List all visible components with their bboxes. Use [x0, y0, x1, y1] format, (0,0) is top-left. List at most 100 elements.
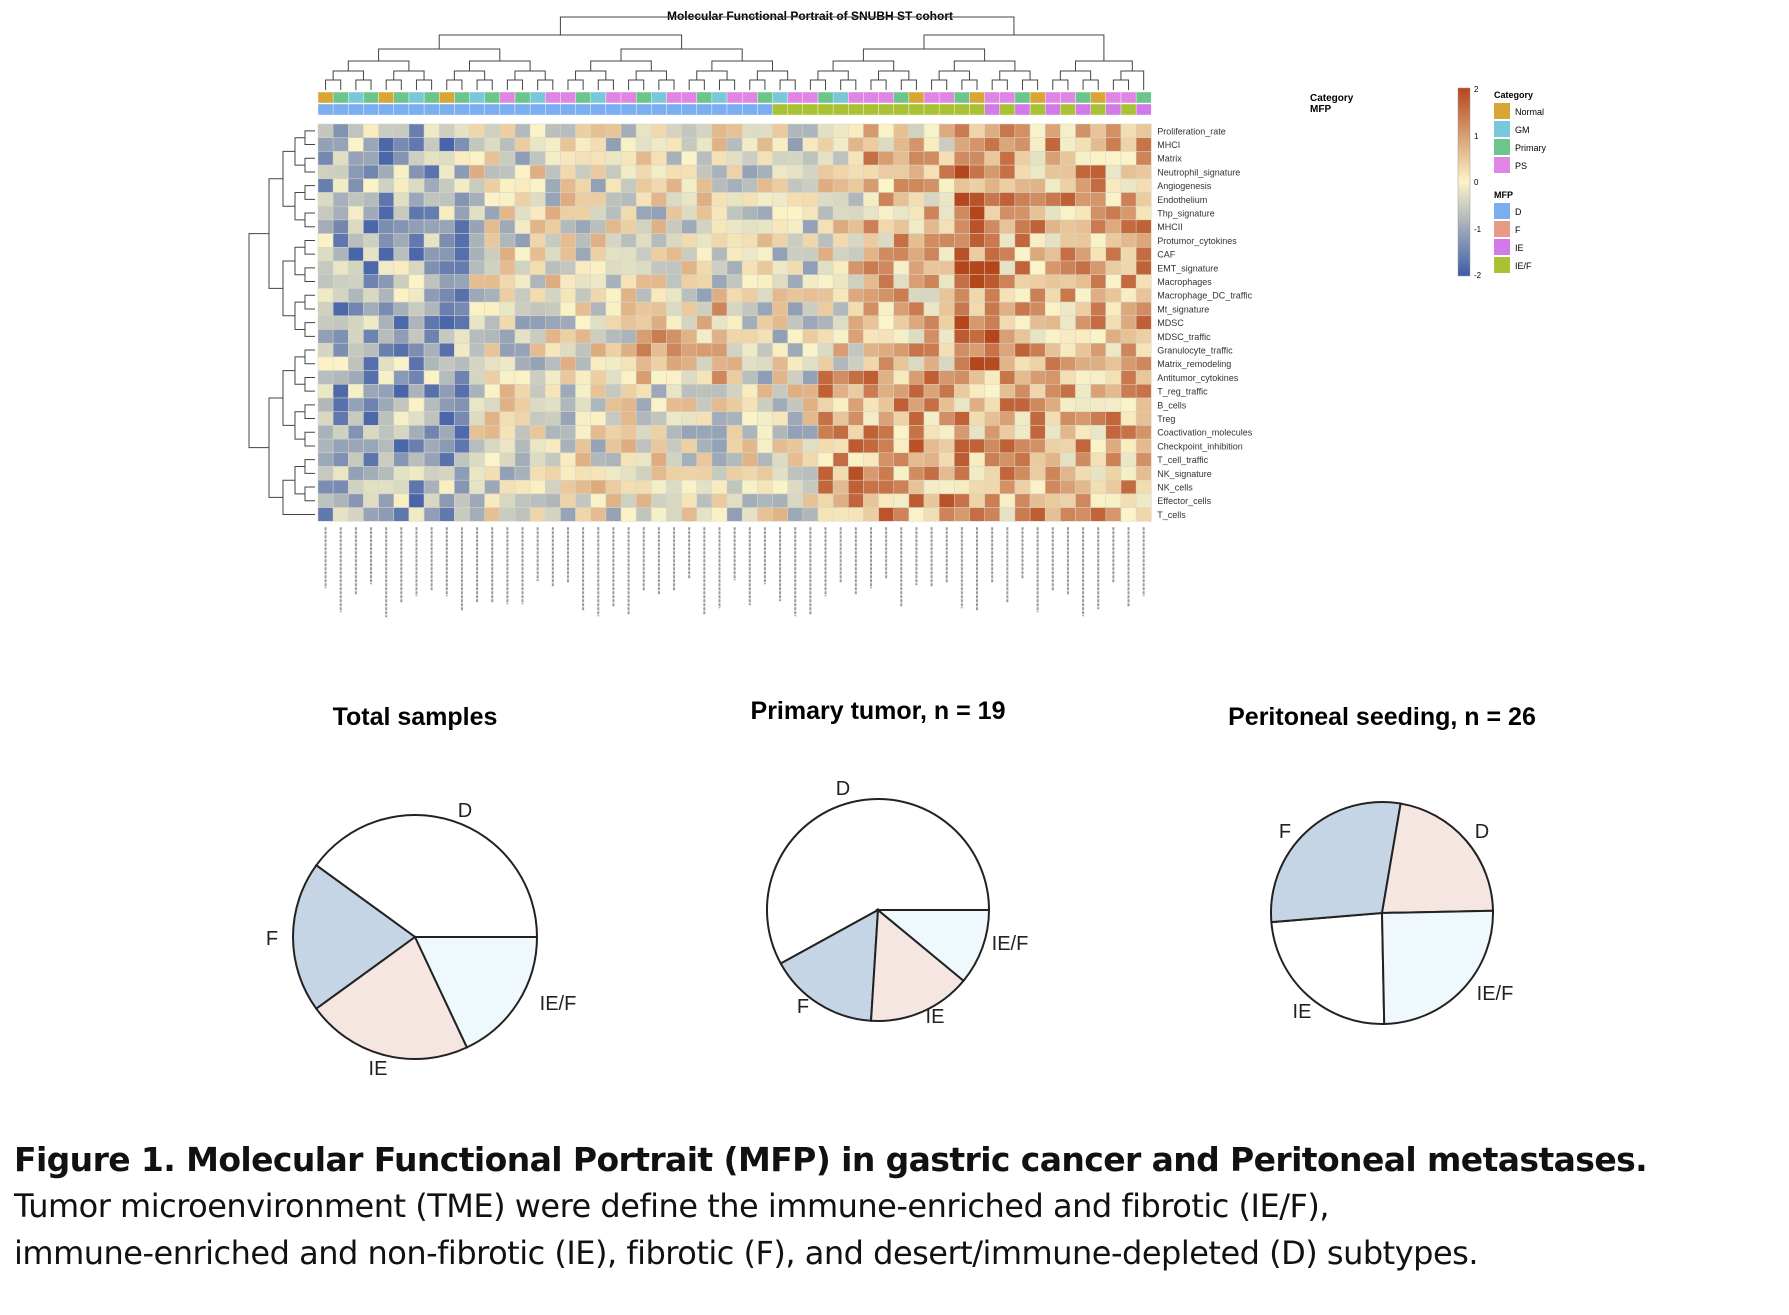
heatmap-cell — [787, 356, 804, 371]
heatmap-cell — [651, 219, 667, 234]
category-annotation-cell — [711, 91, 728, 104]
heatmap-cell — [560, 164, 576, 180]
heatmap-cell — [923, 342, 940, 358]
heatmap-cell — [620, 205, 637, 221]
heatmap-cell — [1105, 178, 1122, 193]
pie-slice-f — [292, 863, 417, 1011]
category-annotation-cell — [408, 91, 425, 104]
heatmap-cell — [560, 205, 576, 221]
category-annotation-cell — [984, 91, 1000, 104]
dendrogram-branch — [597, 79, 614, 90]
heatmap-cell — [378, 205, 395, 221]
heatmap-cell — [408, 301, 425, 317]
caption-body: Tumor microenvironment (TME) were define… — [14, 1183, 1784, 1277]
heatmap-title: Molecular Functional Portrait of SNUBH S… — [667, 9, 953, 23]
heatmap-cell — [378, 288, 395, 303]
heatmap-cell — [923, 178, 940, 193]
heatmap-cell — [317, 466, 334, 481]
heatmap-cell — [317, 137, 334, 152]
feature-label: T_cells — [1157, 510, 1186, 520]
heatmap-cell — [757, 260, 773, 275]
heatmap-cell — [863, 493, 879, 508]
heatmap-cell — [984, 164, 1001, 180]
dendrogram-branch — [304, 130, 315, 146]
heatmap-cell — [1044, 466, 1061, 481]
mfp-annotation-cell — [1120, 103, 1137, 116]
heatmap-cell — [1044, 247, 1061, 262]
heatmap-cell — [1075, 151, 1091, 166]
heatmap-cell — [817, 479, 834, 495]
mfp-annotation-cell — [878, 103, 894, 116]
mfp-annotation-cell — [938, 103, 955, 116]
heatmap-cell — [635, 178, 652, 193]
heatmap-cell — [908, 178, 925, 193]
heatmap-cell — [969, 425, 985, 440]
caption-line-1: Tumor microenvironment (TME) were define… — [14, 1187, 1330, 1225]
heatmap-cell — [635, 438, 652, 454]
heatmap-cell — [969, 356, 985, 371]
heatmap-cell — [393, 370, 410, 385]
heatmap-cell — [1090, 425, 1107, 440]
heatmap-cell — [1014, 411, 1031, 426]
heatmap-cell — [1120, 247, 1137, 262]
heatmap-cell — [893, 356, 910, 371]
heatmap-cell — [741, 260, 758, 275]
heatmap-cell — [954, 205, 970, 221]
heatmap-cell — [332, 205, 349, 221]
heatmap-cell — [938, 301, 955, 317]
heatmap-cell — [1135, 123, 1152, 138]
heatmap-cell — [1029, 247, 1046, 262]
heatmap-cell — [469, 260, 485, 275]
heatmap-cell — [1044, 411, 1061, 426]
heatmap-cell — [1044, 479, 1061, 495]
heatmap-cell — [378, 397, 395, 412]
heatmap-cell — [575, 507, 591, 522]
heatmap-cell — [954, 247, 970, 262]
mfp-annotation-cell — [454, 103, 470, 116]
heatmap-cell — [757, 205, 773, 221]
heatmap-cell — [590, 329, 607, 344]
heatmap-cell — [681, 260, 698, 275]
heatmap-cell — [332, 411, 349, 426]
heatmap-cell — [1044, 233, 1061, 248]
dendrogram-branch — [453, 70, 486, 80]
heatmap-cell — [575, 301, 591, 317]
heatmap-cell — [423, 151, 440, 166]
scale-tick-2: 2 — [1474, 85, 1479, 94]
category-annotation-cell — [757, 91, 773, 104]
heatmap-cell — [317, 438, 334, 454]
heatmap-cell — [605, 370, 622, 385]
heatmap-cell — [802, 123, 819, 138]
heatmap-cell — [590, 438, 607, 454]
heatmap-cell — [545, 370, 561, 385]
heatmap-cell — [514, 342, 531, 358]
heatmap-cell — [1105, 411, 1122, 426]
heatmap-cell — [620, 192, 637, 207]
heatmap-cell — [741, 329, 758, 344]
heatmap-cell — [438, 397, 455, 412]
heatmap-cell — [1105, 438, 1122, 454]
legend-label-ie: IE — [1515, 243, 1524, 253]
legend-swatch-f — [1494, 221, 1510, 237]
heatmap-cell — [363, 178, 379, 193]
heatmap-cell — [1105, 137, 1122, 152]
heatmap-cell — [1014, 247, 1031, 262]
heatmap-cell — [317, 301, 334, 317]
heatmap-cell — [681, 192, 698, 207]
heatmap-cell — [332, 466, 349, 481]
heatmap-cell — [954, 123, 970, 138]
category-annotation-cell — [1044, 91, 1061, 104]
heatmap-cell — [969, 247, 985, 262]
heatmap-cell — [575, 370, 591, 385]
dendrogram-branch — [999, 70, 1031, 80]
heatmap-cell — [832, 164, 849, 180]
heatmap-cell — [484, 274, 501, 289]
heatmap-cell — [984, 438, 1001, 454]
heatmap-cell — [529, 260, 546, 275]
heatmap-cell — [363, 356, 379, 371]
heatmap-cell — [1014, 274, 1031, 289]
heatmap-cell — [863, 151, 879, 166]
heatmap-cell — [1029, 356, 1046, 371]
heatmap-cell — [484, 479, 501, 495]
heatmap-cell — [1029, 507, 1046, 522]
